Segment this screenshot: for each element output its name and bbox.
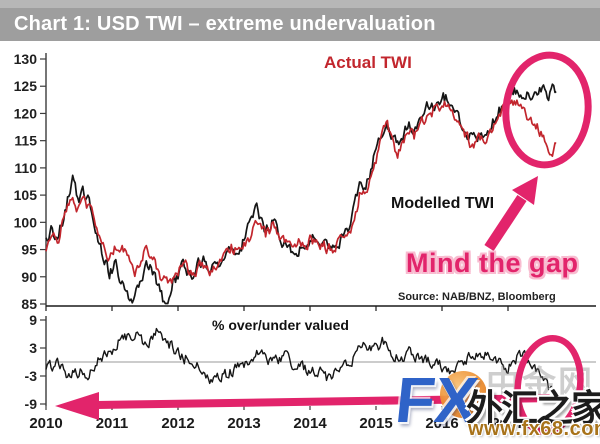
x-axis-year-label: 2015 xyxy=(359,415,392,432)
main-y-tick-label: 85 xyxy=(21,296,37,312)
gap-arrow-head xyxy=(512,176,538,205)
title-bar: Chart 1: USD TWI – extreme undervaluatio… xyxy=(0,8,600,41)
gap-arrow-shaft xyxy=(484,194,527,252)
watermark-orange-circle xyxy=(440,371,487,418)
chart-title: Chart 1: USD TWI – extreme undervaluatio… xyxy=(14,13,436,35)
bottom-y-tick-label: -9 xyxy=(25,396,38,412)
main-y-tick-label: 95 xyxy=(21,242,37,258)
gap-circle-annotation xyxy=(502,51,592,169)
x-axis-year-label: 2010 xyxy=(29,415,62,432)
over-under-valued-line xyxy=(45,327,557,399)
bottom-panel-title: % over/under valued xyxy=(212,317,349,333)
x-axis-year-label: 2014 xyxy=(293,415,327,432)
watermark-url: www.fx68.com xyxy=(468,418,600,440)
main-y-tick-label: 90 xyxy=(21,269,37,285)
bottom-panel-axes: 9 3 -3 -9 2010 2011 2012 2013 2014 2015 2016 2017 xyxy=(25,312,596,432)
modelled-twi-line xyxy=(45,83,557,305)
series-label-modelled-twi: Modelled TWI xyxy=(391,195,495,212)
bottom-circle-annotation xyxy=(514,335,584,435)
bottom-y-tick-label: 3 xyxy=(29,340,37,356)
main-y-tick-label: 110 xyxy=(14,160,37,176)
timeline-arrow-head xyxy=(55,392,99,420)
titlebar-top-strip xyxy=(0,0,600,8)
mind-the-gap-annotation: Mind the gap xyxy=(406,248,579,278)
x-axis-year-label: 2011 xyxy=(96,415,129,432)
x-axis-year-label: 2012 xyxy=(161,415,194,432)
bottom-panel-series xyxy=(45,327,557,399)
x-axis-year-label: 2016 xyxy=(425,415,458,432)
x-axis-year-label: 2017 xyxy=(491,415,524,432)
bottom-y-tick-label: -3 xyxy=(25,368,38,384)
actual-twi-line xyxy=(45,97,557,284)
main-y-tick-label: 105 xyxy=(14,187,38,203)
bottom-y-tick-label: 9 xyxy=(29,312,37,328)
watermark-chinese-text: 外汇之家 xyxy=(466,388,600,429)
main-y-tick-label: 130 xyxy=(14,51,38,67)
main-y-tick-label: 120 xyxy=(14,105,38,121)
main-chart-axes: 130 125 120 115 110 105 100 95 90 85 xyxy=(14,51,596,312)
x-axis-year-label: 2013 xyxy=(227,415,260,432)
main-y-tick-label: 125 xyxy=(14,78,38,94)
main-chart-series xyxy=(45,83,557,305)
series-label-actual-twi: Actual TWI xyxy=(324,53,412,72)
source-note: Source: NAB/BNZ, Bloomberg xyxy=(398,291,556,303)
main-y-tick-label: 115 xyxy=(14,133,37,149)
main-y-tick-label: 100 xyxy=(14,214,38,230)
